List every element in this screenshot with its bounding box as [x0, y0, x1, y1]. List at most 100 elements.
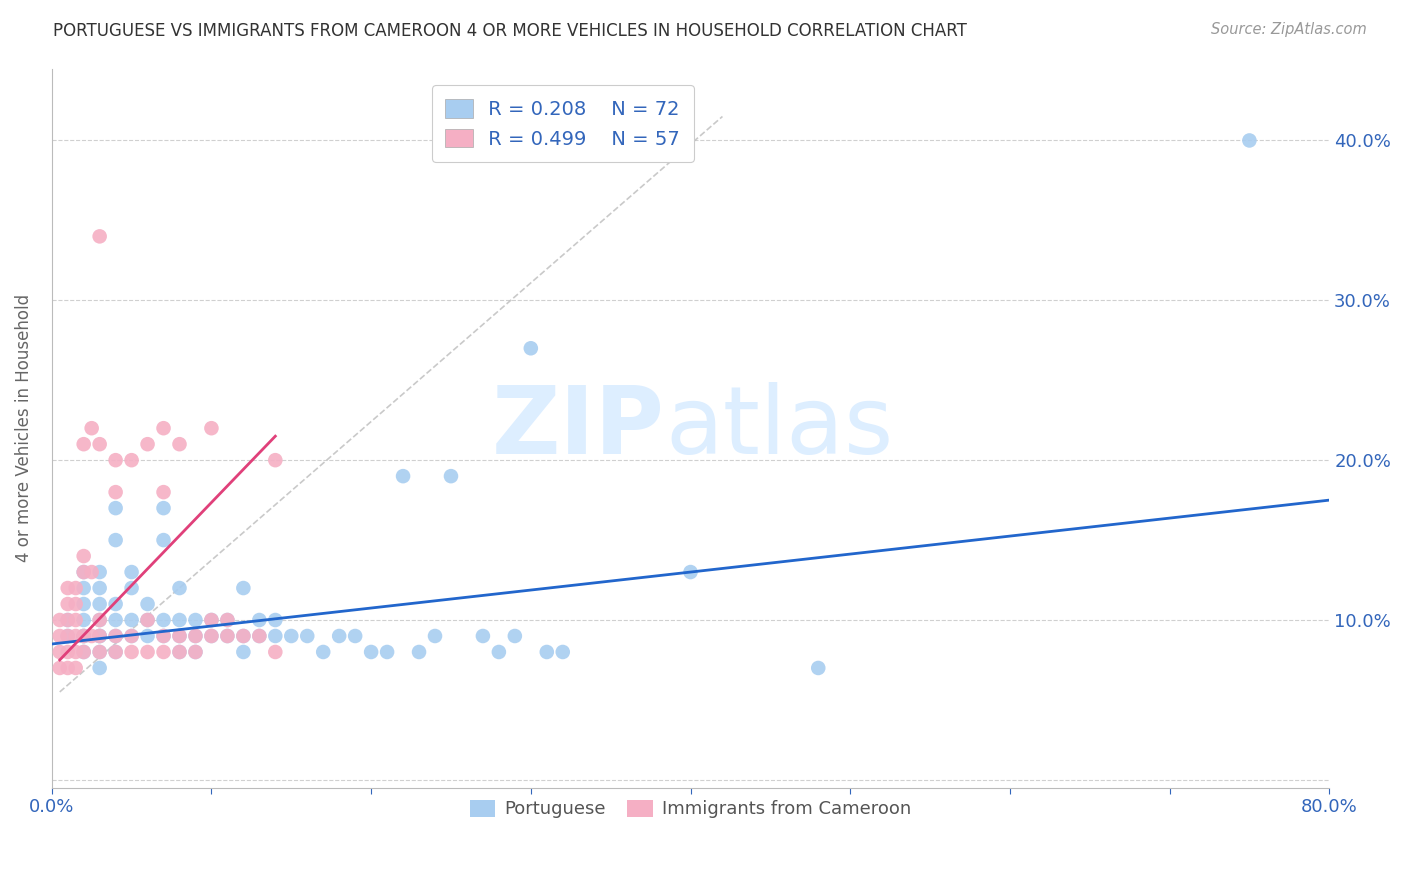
Point — [184, 645, 207, 659]
Point — [73, 645, 96, 659]
Point — [232, 629, 254, 643]
Point — [104, 645, 127, 659]
Point — [136, 437, 159, 451]
Point — [104, 533, 127, 547]
Point — [73, 565, 96, 579]
Point — [169, 629, 191, 643]
Point — [152, 613, 174, 627]
Point — [136, 613, 159, 627]
Text: PORTUGUESE VS IMMIGRANTS FROM CAMEROON 4 OR MORE VEHICLES IN HOUSEHOLD CORRELATI: PORTUGUESE VS IMMIGRANTS FROM CAMEROON 4… — [53, 22, 967, 40]
Text: Source: ZipAtlas.com: Source: ZipAtlas.com — [1211, 22, 1367, 37]
Point — [65, 613, 87, 627]
Point — [48, 661, 70, 675]
Point — [89, 597, 111, 611]
Point — [471, 629, 494, 643]
Point — [48, 645, 70, 659]
Point — [169, 645, 191, 659]
Y-axis label: 4 or more Vehicles in Household: 4 or more Vehicles in Household — [15, 294, 32, 562]
Point — [104, 613, 127, 627]
Point — [217, 629, 239, 643]
Point — [65, 661, 87, 675]
Point — [80, 565, 103, 579]
Point — [73, 597, 96, 611]
Point — [56, 629, 79, 643]
Point — [104, 629, 127, 643]
Point — [169, 629, 191, 643]
Point — [264, 645, 287, 659]
Point — [152, 629, 174, 643]
Point — [104, 501, 127, 516]
Point — [247, 629, 270, 643]
Point — [89, 629, 111, 643]
Point — [121, 613, 143, 627]
Point — [551, 645, 574, 659]
Point — [232, 629, 254, 643]
Point — [80, 629, 103, 643]
Point — [56, 613, 79, 627]
Point — [152, 485, 174, 500]
Point — [65, 581, 87, 595]
Point — [280, 629, 302, 643]
Point — [679, 565, 702, 579]
Point — [423, 629, 446, 643]
Point — [73, 629, 96, 643]
Point — [56, 629, 79, 643]
Point — [89, 613, 111, 627]
Point — [73, 581, 96, 595]
Point — [169, 645, 191, 659]
Point — [56, 581, 79, 595]
Point — [232, 645, 254, 659]
Point — [536, 645, 558, 659]
Point — [121, 565, 143, 579]
Point — [89, 661, 111, 675]
Point — [89, 645, 111, 659]
Point — [297, 629, 319, 643]
Point — [408, 645, 430, 659]
Point — [375, 645, 398, 659]
Point — [121, 645, 143, 659]
Point — [56, 645, 79, 659]
Point — [169, 581, 191, 595]
Point — [56, 613, 79, 627]
Text: ZIP: ZIP — [492, 382, 665, 475]
Point — [136, 645, 159, 659]
Point — [264, 453, 287, 467]
Point — [152, 533, 174, 547]
Legend: Portuguese, Immigrants from Cameroon: Portuguese, Immigrants from Cameroon — [463, 792, 918, 826]
Point — [440, 469, 463, 483]
Point — [184, 645, 207, 659]
Point — [488, 645, 510, 659]
Point — [217, 613, 239, 627]
Point — [247, 613, 270, 627]
Point — [89, 645, 111, 659]
Point — [104, 629, 127, 643]
Point — [121, 629, 143, 643]
Point — [89, 581, 111, 595]
Point — [217, 629, 239, 643]
Point — [89, 565, 111, 579]
Point — [89, 613, 111, 627]
Point — [184, 613, 207, 627]
Point — [48, 629, 70, 643]
Point — [48, 613, 70, 627]
Point — [200, 613, 222, 627]
Point — [807, 661, 830, 675]
Point — [360, 645, 382, 659]
Point — [73, 549, 96, 563]
Point — [184, 629, 207, 643]
Point — [89, 629, 111, 643]
Point — [247, 629, 270, 643]
Point — [152, 421, 174, 435]
Point — [264, 629, 287, 643]
Point — [264, 613, 287, 627]
Point — [104, 453, 127, 467]
Point — [56, 597, 79, 611]
Point — [200, 421, 222, 435]
Point — [520, 341, 543, 355]
Point — [65, 597, 87, 611]
Point — [65, 629, 87, 643]
Point — [232, 581, 254, 595]
Point — [56, 661, 79, 675]
Point — [73, 565, 96, 579]
Point — [136, 629, 159, 643]
